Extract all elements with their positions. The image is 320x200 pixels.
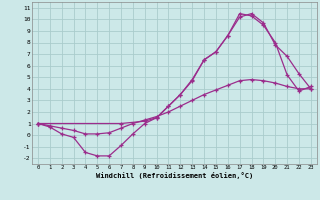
X-axis label: Windchill (Refroidissement éolien,°C): Windchill (Refroidissement éolien,°C) bbox=[96, 172, 253, 179]
